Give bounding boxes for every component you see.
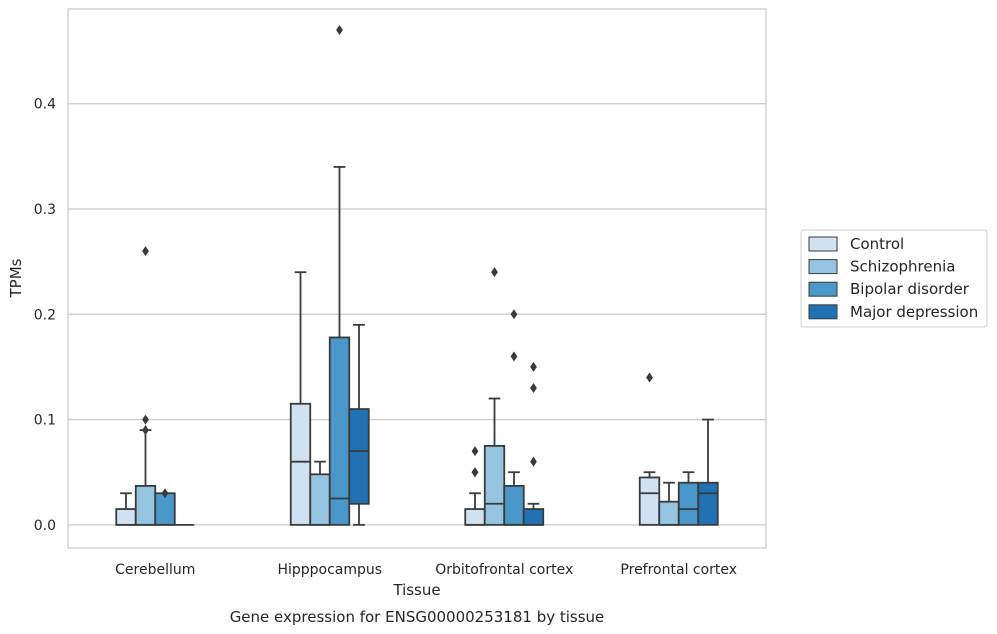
legend-item: Major depression bbox=[808, 303, 978, 321]
legend-swatch bbox=[808, 304, 838, 320]
box-control bbox=[289, 271, 312, 526]
outlier-point bbox=[471, 467, 479, 478]
legend-item: Bipolar disorder bbox=[808, 280, 970, 298]
outlier-point bbox=[530, 382, 537, 393]
legend-swatch bbox=[808, 236, 838, 252]
box-body bbox=[289, 402, 312, 526]
legend-item: Schizophrenia bbox=[808, 258, 955, 276]
y-tick-label: 0.1 bbox=[34, 413, 56, 429]
box-bipolar-disorder bbox=[154, 488, 176, 526]
outlier-point bbox=[530, 456, 537, 467]
box-body bbox=[483, 444, 506, 526]
x-tick-label: Hipppocampus bbox=[277, 562, 382, 578]
box-major-depression bbox=[697, 418, 719, 526]
legend-swatch bbox=[808, 259, 838, 275]
box-schizophrenia bbox=[309, 460, 331, 526]
outlier-point bbox=[142, 246, 149, 257]
outlier-point bbox=[530, 361, 537, 372]
legend-label: Control bbox=[850, 235, 904, 253]
y-tick-labels: 0.0 0.1 0.2 0.3 0.4 bbox=[34, 97, 56, 534]
outlier-point bbox=[510, 309, 518, 320]
legend-frame bbox=[800, 229, 988, 328]
box-major-depression bbox=[348, 323, 370, 526]
legend-label: Schizophrenia bbox=[850, 258, 955, 276]
box-body bbox=[503, 484, 525, 526]
box-body bbox=[522, 508, 545, 526]
outlier-point bbox=[646, 372, 653, 383]
outlier-point bbox=[142, 414, 149, 425]
y-axis-label: TPMs bbox=[7, 258, 25, 298]
legend-label: Major depression bbox=[850, 303, 978, 321]
outlier-point bbox=[336, 25, 343, 36]
box-schizophrenia bbox=[658, 481, 680, 526]
box-body bbox=[677, 481, 700, 526]
legend-item: Control bbox=[808, 235, 904, 253]
box-body bbox=[697, 481, 719, 526]
box-control bbox=[464, 446, 486, 526]
y-tick-label: 0.2 bbox=[34, 307, 56, 323]
box-body bbox=[348, 408, 370, 505]
box-body bbox=[638, 476, 661, 526]
outlier-point bbox=[510, 351, 518, 362]
y-tick-label: 0.0 bbox=[34, 518, 56, 534]
outlier-point bbox=[491, 267, 498, 278]
box-major-depression bbox=[522, 361, 545, 526]
plot-frame bbox=[67, 8, 767, 549]
y-tick-label: 0.3 bbox=[34, 202, 56, 218]
box-bipolar-disorder bbox=[503, 309, 525, 526]
x-axis-label: Tissue bbox=[392, 581, 440, 599]
box-groups bbox=[115, 25, 719, 526]
legend: Control Schizophrenia Bipolar disorder Majo… bbox=[800, 229, 988, 328]
outlier-point bbox=[142, 425, 149, 436]
box-control bbox=[638, 372, 661, 526]
legend-label: Bipolar disorder bbox=[850, 280, 970, 298]
legend-swatch bbox=[808, 281, 838, 297]
box-body bbox=[464, 508, 486, 526]
box-control bbox=[115, 492, 137, 526]
x-tick-label: Orbitofrontal cortex bbox=[435, 562, 573, 578]
box-body bbox=[328, 336, 351, 526]
x-tick-label: Cerebellum bbox=[115, 562, 195, 578]
x-tick-label: Prefrontal cortex bbox=[620, 562, 737, 578]
box-body bbox=[134, 484, 157, 526]
box-body bbox=[309, 473, 331, 526]
chart-caption: Gene expression for ENSG00000253181 by t… bbox=[230, 608, 605, 626]
x-tick-labels: Cerebellum Hipppocampus Orbitofrontal cort… bbox=[115, 562, 737, 578]
outlier-point bbox=[471, 446, 479, 457]
box-body bbox=[115, 508, 137, 526]
y-tick-label: 0.4 bbox=[34, 97, 56, 113]
box-body bbox=[658, 500, 680, 526]
outlier-point bbox=[161, 488, 169, 499]
box-schizophrenia bbox=[483, 267, 506, 526]
